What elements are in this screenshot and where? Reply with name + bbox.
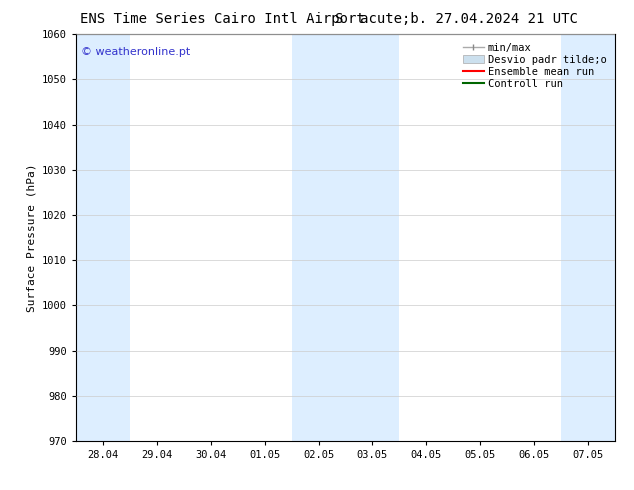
Bar	[561, 34, 615, 441]
Bar	[76, 34, 130, 441]
Text: S  acute;b. 27.04.2024 21 UTC: S acute;b. 27.04.2024 21 UTC	[335, 12, 578, 26]
Text: ENS Time Series Cairo Intl Airport: ENS Time Series Cairo Intl Airport	[79, 12, 365, 26]
Y-axis label: Surface Pressure (hPa): Surface Pressure (hPa)	[27, 163, 37, 312]
Text: © weatheronline.pt: © weatheronline.pt	[81, 47, 191, 56]
Bar	[292, 34, 399, 441]
Legend: min/max, Desvio padr tilde;o, Ensemble mean run, Controll run: min/max, Desvio padr tilde;o, Ensemble m…	[460, 40, 610, 92]
